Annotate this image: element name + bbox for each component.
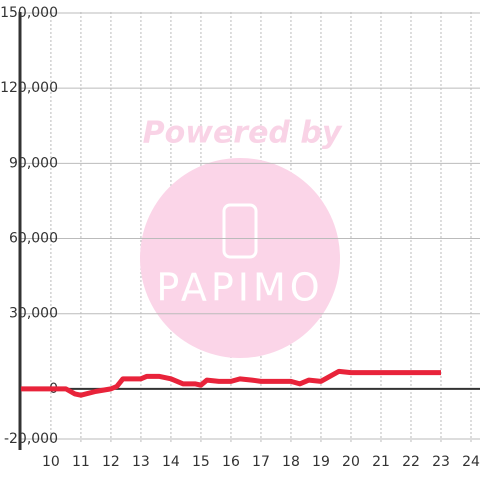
watermark-text: Powered by [143, 116, 343, 151]
x-tick-label: 10 [42, 454, 60, 470]
y-tick-label: 120,000 [0, 80, 58, 96]
x-tick-label: 11 [72, 454, 90, 470]
x-tick-label: 19 [312, 454, 330, 470]
data-line [20, 368, 441, 398]
y-tick-label: -20,000 [4, 431, 58, 447]
x-tick-label: 21 [372, 454, 390, 470]
y-tick-label: 150,000 [0, 5, 58, 21]
x-tick-label: 24 [462, 454, 480, 470]
x-tick-label: 17 [252, 454, 270, 470]
x-tick-label: 12 [102, 454, 120, 470]
x-tick-label: 22 [402, 454, 420, 470]
x-tick-label: 18 [282, 454, 300, 470]
x-tick-label: 20 [342, 454, 360, 470]
watermark-logo: PAPIMO [156, 266, 323, 310]
watermark-icon [222, 203, 258, 259]
x-tick-label: 23 [432, 454, 450, 470]
y-tick-label: 90,000 [9, 155, 58, 171]
x-tick-label: 15 [192, 454, 210, 470]
watermark: Powered by PAPIMO [140, 116, 343, 358]
x-tick-label: 13 [132, 454, 150, 470]
x-tick-label: 16 [222, 454, 240, 470]
y-tick-label: 60,000 [9, 231, 58, 247]
x-tick-label: 14 [162, 454, 180, 470]
y-tick-label: 30,000 [9, 306, 58, 322]
